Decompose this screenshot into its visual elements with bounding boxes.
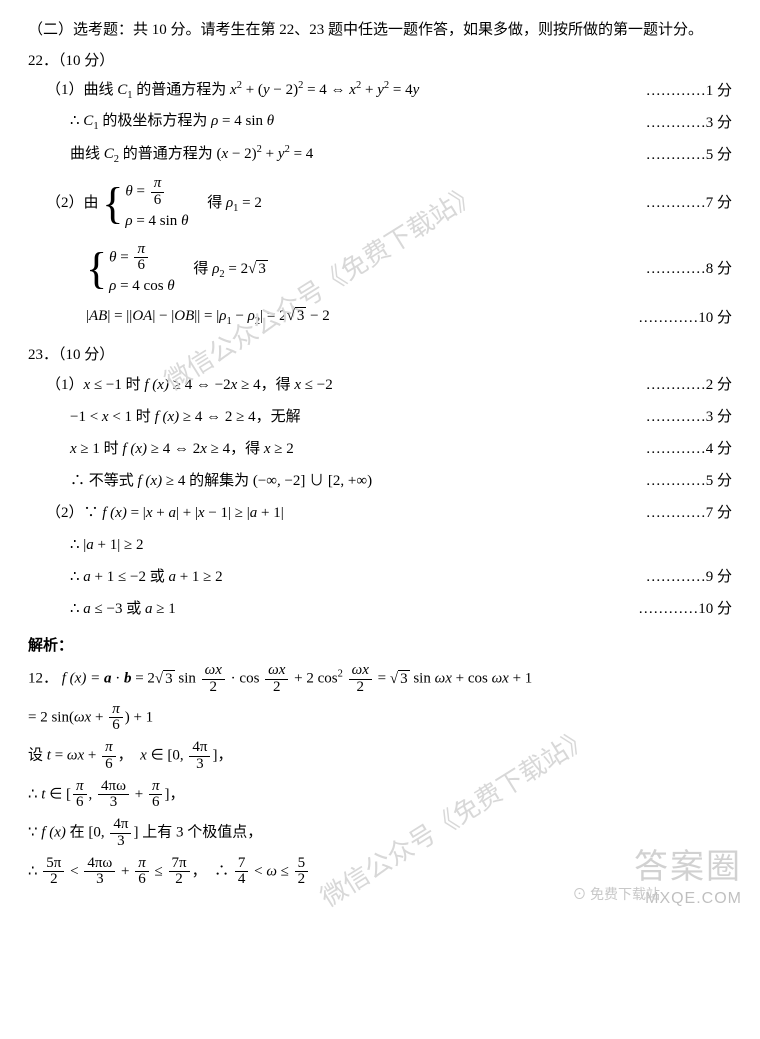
q22-line3: 曲线 C2 的普通方程为 (x − 2)2 + y2 = 4 …………5 分 [70, 142, 732, 168]
q22-line1: （1）曲线 C1 的普通方程为 x2 + (y − 2)2 = 4 ⇔ x2 +… [46, 78, 732, 104]
score-7: …………7 分 [646, 193, 732, 214]
score-1: …………1 分 [646, 81, 732, 102]
q22-line6: |AB| = ||OA| − |OB|| = |ρ1 − ρ2| = 23 − … [86, 305, 732, 331]
q22-line5: { θ = π6 ρ = 4 cos θ 得 ρ2 = 23 …………8 分 [86, 240, 732, 300]
q23-line6: ∴ |a + 1| ≥ 2 [70, 532, 732, 558]
q23-line1: （1）x ≤ −1 时 f (x) ≥ 4 ⇔ −2x ≥ 4，得 x ≤ −2… [46, 372, 732, 398]
analysis-eq4: ∴ t ∈ [π6, 4πω3 + π6]， [28, 779, 732, 812]
q22-line4: （2）由 { θ = π6 ρ = 4 sin θ 得 ρ1 = 2 …………7… [46, 174, 732, 234]
analysis-title: 解析： [28, 636, 732, 657]
score-5: …………5 分 [646, 145, 732, 166]
score-q23-4: …………4 分 [646, 439, 732, 460]
score-q23-9: …………9 分 [646, 567, 732, 588]
q23-title: 23．（10 分） [28, 345, 732, 366]
q23-line5: （2）∵ f (x) = |x + a| + |x − 1| ≥ |a + 1|… [46, 500, 732, 526]
analysis-eq2: = 2 sin(ωx + π6) + 1 [28, 702, 732, 735]
analysis-eq1: 12． f (x) = a · b = 23 sin ωx2 · cos ωx2… [28, 663, 732, 696]
footer-watermark-3: ⊙ 免费下载站 [573, 886, 661, 906]
score-3: …………3 分 [646, 113, 732, 134]
q22-line2: ∴ C1 的极坐标方程为 ρ = 4 sin θ …………3 分 [70, 110, 732, 136]
q23-line3: x ≥ 1 时 f (x) ≥ 4 ⇔ 2x ≥ 4，得 x ≥ 2 …………4… [70, 436, 732, 462]
q23-line8: ∴ a ≤ −3 或 a ≥ 1 …………10 分 [70, 596, 732, 622]
score-q23-2: …………2 分 [646, 375, 732, 396]
analysis-eq5: ∵ f (x) 在 [0, 4π3] 上有 3 个极值点， [28, 817, 732, 850]
q22-title: 22．（10 分） [28, 51, 732, 72]
footer-watermark-1: 答案圈 [634, 844, 742, 892]
score-10: …………10 分 [638, 308, 732, 329]
score-q23-5: …………5 分 [646, 471, 732, 492]
score-q23-10: …………10 分 [638, 599, 732, 620]
q23-line2: −1 < x < 1 时 f (x) ≥ 4 ⇔ 2 ≥ 4，无解 …………3 … [70, 404, 732, 430]
score-q23-3: …………3 分 [646, 407, 732, 428]
score-q23-7: …………7 分 [646, 503, 732, 524]
q23-line4: ∴ 不等式 f (x) ≥ 4 的解集为 (−∞, −2] ∪ [2, +∞) … [70, 468, 732, 494]
analysis-eq3: 设 t = ωx + π6， x ∈ [0, 4π3]， [28, 740, 732, 773]
score-8: …………8 分 [646, 259, 732, 280]
q23-line7: ∴ a + 1 ≤ −2 或 a + 1 ≥ 2 …………9 分 [70, 564, 732, 590]
section-header: （二）选考题：共 10 分。请考生在第 22、23 题中任选一题作答，如果多做，… [28, 20, 732, 41]
analysis-eq6: ∴ 5π2 < 4πω3 + π6 ≤ 7π2， ∴ 74 < ω ≤ 52 [28, 856, 732, 889]
